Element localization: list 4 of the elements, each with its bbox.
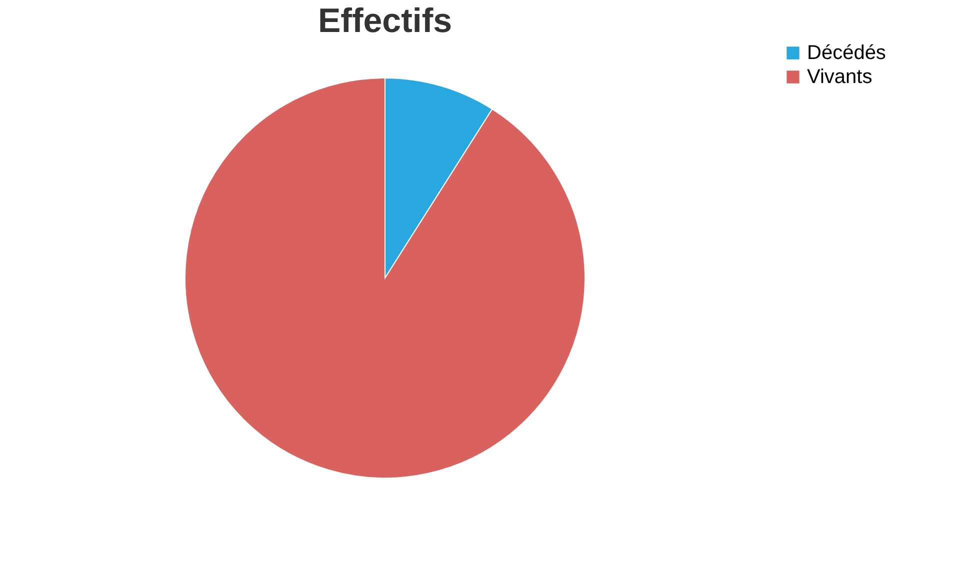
chart-title: Effectifs: [318, 2, 452, 40]
legend-label: Vivants: [807, 66, 872, 88]
pie-slice: [184, 78, 586, 478]
legend-label: Décédés: [807, 42, 886, 64]
